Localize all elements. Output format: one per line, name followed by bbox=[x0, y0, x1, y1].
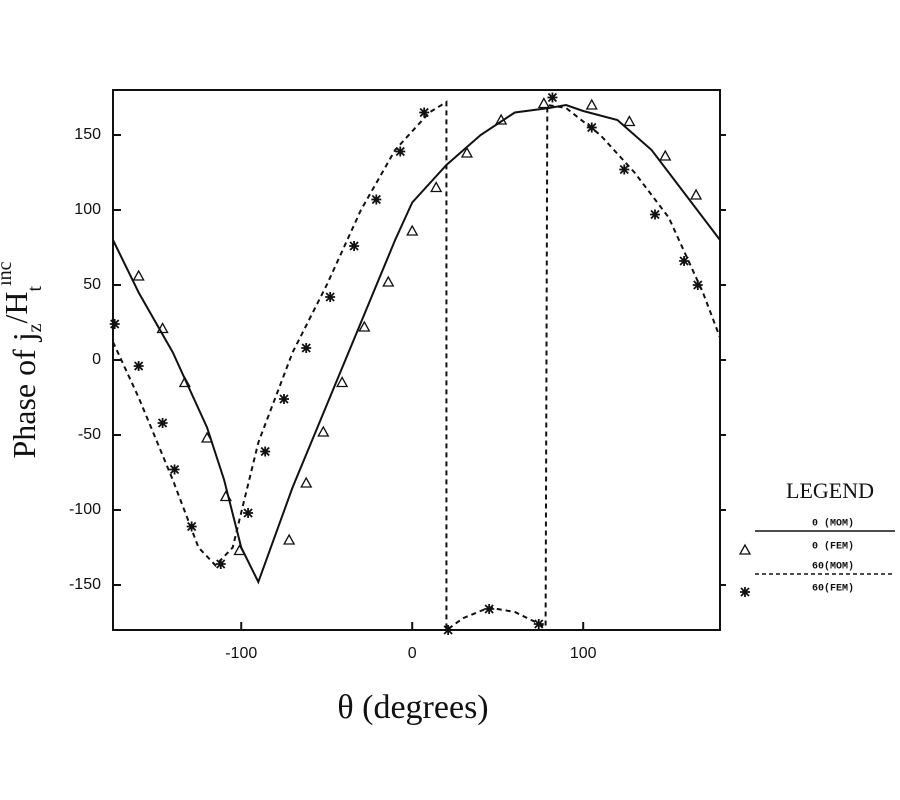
legend-title: LEGEND bbox=[786, 478, 874, 503]
triangle-marker bbox=[738, 543, 752, 555]
triangle-marker bbox=[132, 269, 145, 281]
star-marker bbox=[586, 122, 597, 133]
triangle-marker bbox=[623, 115, 636, 127]
triangle-marker bbox=[178, 376, 191, 388]
series-line bbox=[112, 100, 721, 632]
y-axis-label-part: /H bbox=[0, 291, 34, 323]
y-tick-label: 150 bbox=[74, 126, 101, 143]
star-marker bbox=[215, 559, 226, 569]
triangle-marker bbox=[200, 431, 214, 443]
star-marker bbox=[243, 508, 254, 518]
star-marker bbox=[278, 394, 289, 404]
triangle-marker bbox=[300, 476, 313, 488]
y-tick-label: -100 bbox=[69, 501, 101, 518]
star-marker bbox=[650, 209, 661, 220]
triangle-marker bbox=[460, 146, 474, 158]
star-marker bbox=[260, 446, 271, 457]
triangle-marker bbox=[317, 425, 330, 437]
star-marker bbox=[169, 464, 180, 475]
plot-frame bbox=[112, 89, 721, 631]
triangle-marker bbox=[233, 544, 246, 556]
triangle-marker bbox=[156, 322, 169, 334]
star-marker bbox=[484, 604, 495, 614]
triangle-marker bbox=[283, 533, 296, 545]
triangle-marker bbox=[219, 490, 232, 502]
legend-label: 60(FEM) bbox=[812, 583, 854, 595]
triangle-marker bbox=[336, 376, 349, 388]
y-axis-label-part: inc bbox=[0, 261, 16, 286]
star-marker bbox=[692, 280, 703, 290]
triangle-marker bbox=[537, 97, 550, 109]
y-axis-label-part: Phase of j bbox=[6, 332, 42, 458]
legend-label: 60(MOM) bbox=[812, 561, 854, 573]
y-tick-label: 0 bbox=[92, 351, 101, 368]
star-marker bbox=[325, 292, 336, 302]
triangle-marker bbox=[495, 113, 508, 125]
star-marker bbox=[740, 587, 750, 597]
y-tick-label: 50 bbox=[83, 276, 101, 293]
x-tick-label: -100 bbox=[225, 645, 257, 662]
star-marker bbox=[301, 343, 312, 353]
star-marker bbox=[679, 256, 690, 266]
y-axis-label-part: t bbox=[24, 285, 46, 291]
star-marker bbox=[157, 418, 168, 428]
star-marker bbox=[533, 619, 544, 629]
star-marker bbox=[619, 164, 630, 175]
y-axis-label: Phase of jz/Ht inc bbox=[0, 261, 46, 458]
y-axis-label-part: z bbox=[24, 323, 46, 332]
star-marker bbox=[443, 625, 454, 635]
triangle-marker bbox=[406, 224, 419, 236]
x-axis-label: θ (degrees) bbox=[337, 689, 488, 726]
star-marker bbox=[547, 92, 558, 103]
y-tick-label: -50 bbox=[78, 426, 101, 443]
series-line bbox=[112, 103, 721, 585]
star-marker bbox=[186, 521, 197, 532]
triangle-marker bbox=[689, 188, 703, 200]
x-tick-label: 100 bbox=[570, 645, 597, 662]
triangle-marker bbox=[382, 275, 395, 287]
triangle-marker bbox=[430, 181, 443, 193]
star-marker bbox=[395, 146, 406, 157]
legend-label: 0 (FEM) bbox=[812, 541, 854, 553]
triangle-marker bbox=[585, 98, 598, 110]
star-marker bbox=[349, 241, 360, 251]
star-marker bbox=[371, 194, 382, 205]
legend-label: 0 (MOM) bbox=[812, 518, 854, 530]
x-tick-label: 0 bbox=[408, 645, 417, 662]
y-tick-label: -150 bbox=[69, 576, 101, 593]
star-marker bbox=[133, 361, 144, 371]
triangle-marker bbox=[358, 320, 371, 332]
star-marker bbox=[109, 319, 120, 329]
triangle-marker bbox=[659, 149, 672, 161]
star-marker bbox=[419, 107, 430, 118]
y-tick-label: 100 bbox=[74, 201, 101, 218]
